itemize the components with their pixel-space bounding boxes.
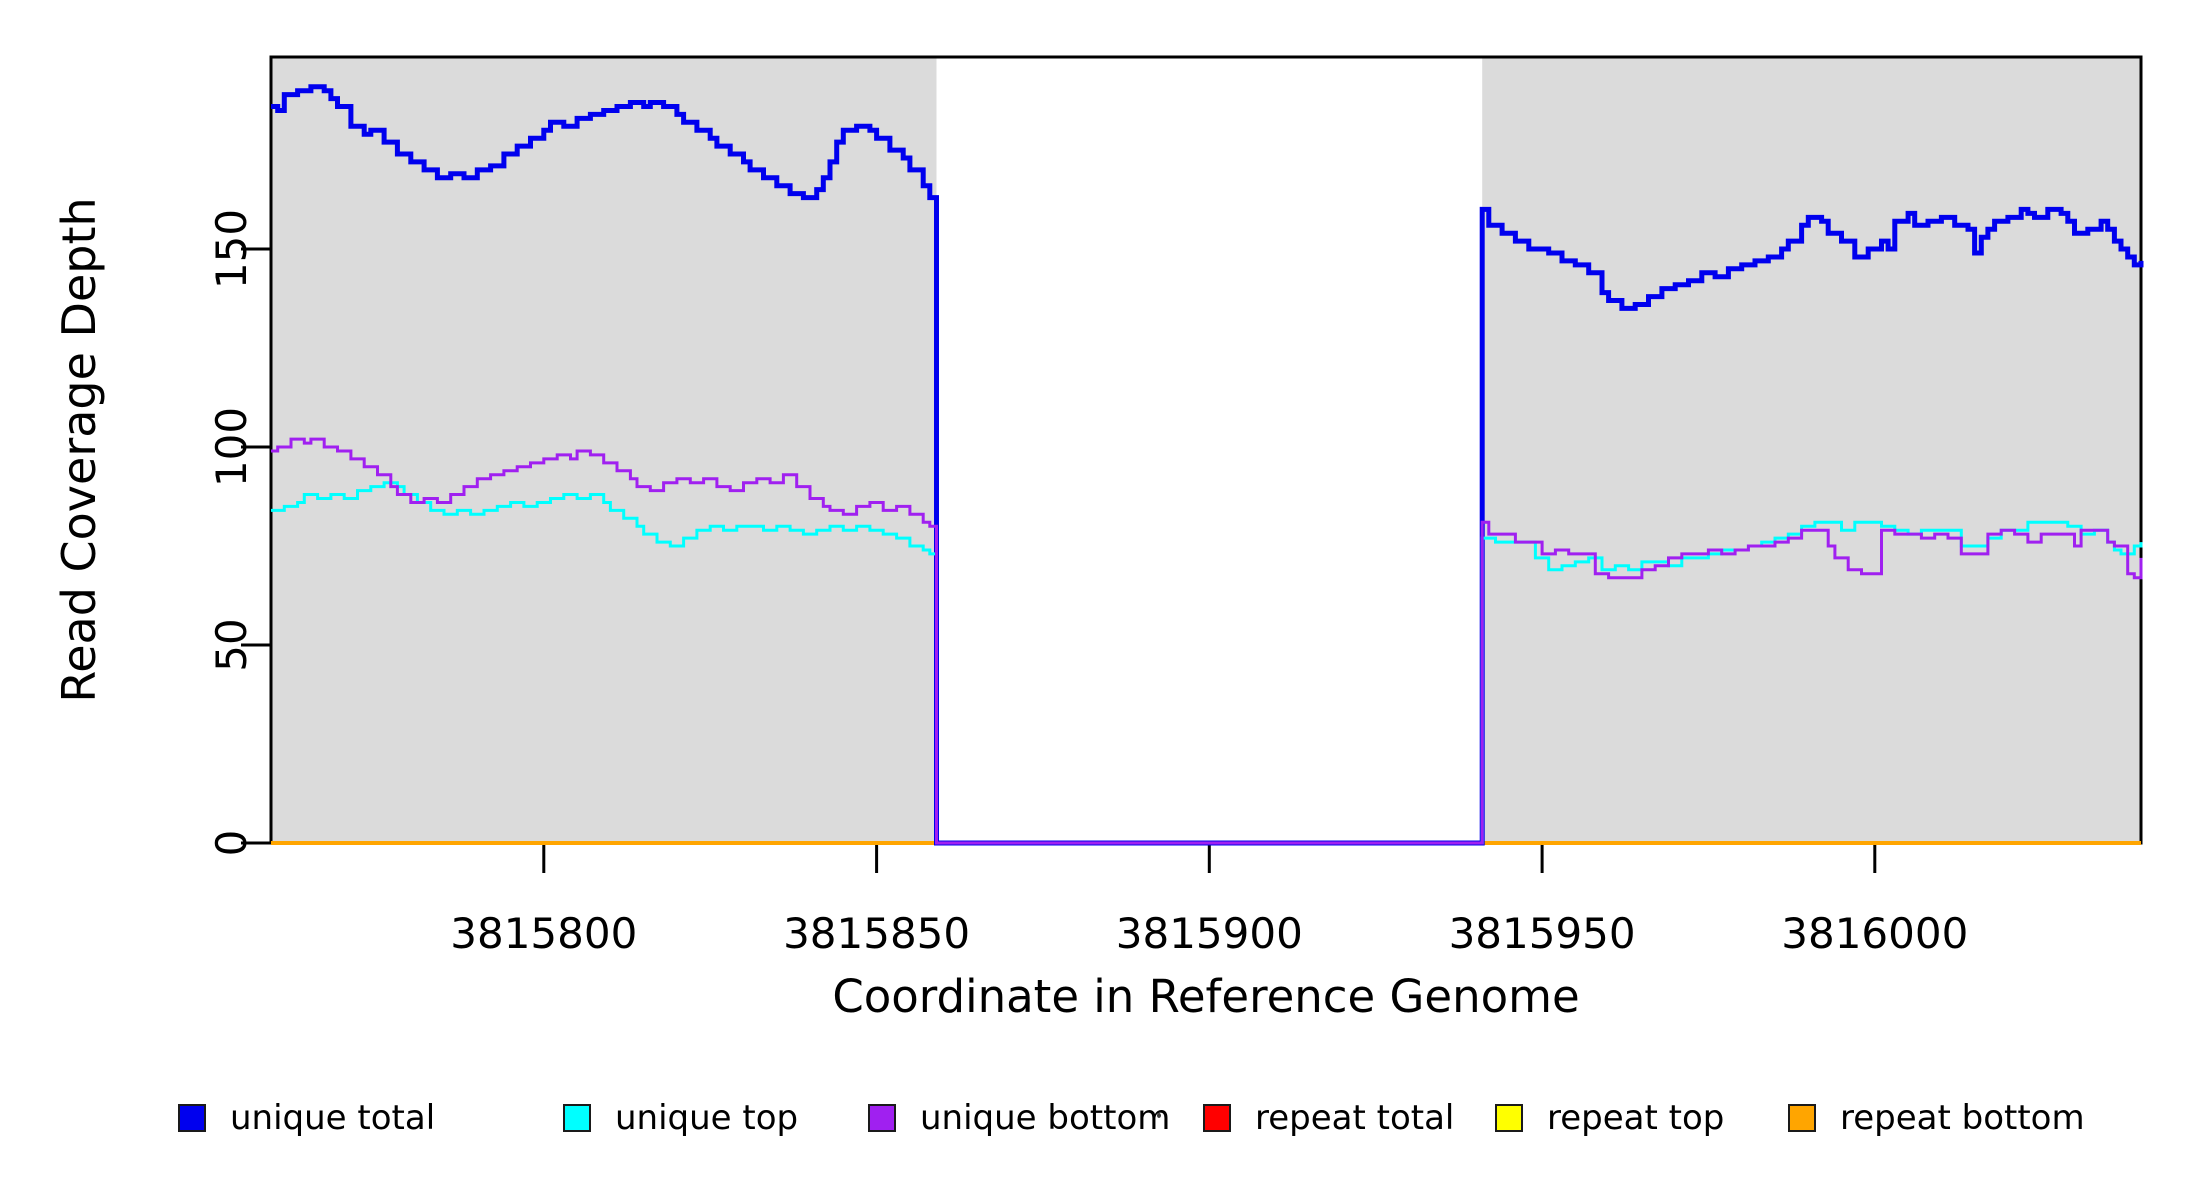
x-tick-label: 3815950: [1449, 909, 1636, 958]
shaded-region-1: [271, 57, 937, 843]
legend-label-unique-bottom: unique bottom: [920, 1098, 1171, 1138]
coverage-plot: 3815800 3815850 3815900 3815950 3816000 0 50 10…: [52, 55, 2144, 1023]
y-tick-label: 50: [207, 618, 256, 671]
legend-label-repeat-total: repeat total: [1255, 1098, 1455, 1138]
x-axis-title: Coordinate in Reference Genome: [832, 970, 1579, 1023]
y-tick-label: 0: [207, 830, 256, 857]
x-tick-label: 3815850: [783, 909, 970, 958]
legend-item-repeat-bottom: repeat bottom: [1788, 1096, 2085, 1140]
legend-label-unique-total: unique total: [230, 1098, 436, 1138]
y-tick-label: 150: [207, 209, 256, 289]
legend-label-unique-top: unique top: [615, 1098, 799, 1138]
stray-dot: [1157, 1113, 1161, 1118]
legend-item-repeat-total: repeat total: [1203, 1096, 1454, 1140]
legend-swatch-unique-total: [178, 1104, 206, 1132]
shaded-region-2: [1482, 57, 2141, 843]
legend-swatch-repeat-bottom: [1788, 1104, 1816, 1132]
series-line-unique-total: [271, 84, 2144, 846]
series-line-unique-top: [271, 481, 2143, 845]
x-tick-label: 3815800: [450, 909, 637, 958]
legend: unique total unique top unique bottom repea…: [0, 1096, 2200, 1146]
legend-swatch-unique-bottom: [868, 1104, 896, 1132]
series-line-unique-bottom: [271, 437, 2143, 845]
legend-item-unique-total: unique total: [178, 1096, 435, 1140]
legend-item-repeat-top: repeat top: [1495, 1096, 1724, 1140]
legend-item-unique-top: unique top: [563, 1096, 798, 1140]
x-tick-label: 3816000: [1781, 909, 1968, 958]
y-tick-label: 100: [207, 407, 256, 487]
legend-swatch-repeat-top: [1495, 1104, 1523, 1132]
y-axis-title: Read Coverage Depth: [52, 197, 106, 702]
x-tick-label: 3815900: [1116, 909, 1303, 958]
legend-label-repeat-bottom: repeat bottom: [1840, 1098, 2085, 1138]
legend-item-unique-bottom: unique bottom: [868, 1096, 1170, 1140]
legend-label-repeat-top: repeat top: [1547, 1098, 1725, 1138]
legend-swatch-unique-top: [563, 1104, 591, 1132]
legend-swatch-repeat-total: [1203, 1104, 1231, 1132]
